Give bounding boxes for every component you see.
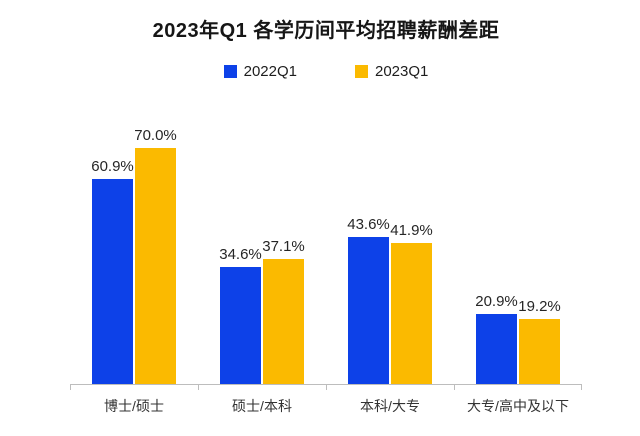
legend-label-2022q1: 2022Q1 — [243, 63, 297, 80]
x-axis-tick — [454, 384, 455, 390]
x-axis-label-group2: 硕士/本科 — [232, 398, 292, 414]
bar-2022q1-group2 — [220, 267, 261, 384]
bar-2023q1-group1 — [135, 148, 176, 384]
bar-2022q1-group3 — [348, 237, 389, 384]
bar-2022q1-group4 — [476, 314, 517, 384]
value-label-2022q1-group4: 20.9% — [475, 293, 518, 310]
x-axis-tick — [326, 384, 327, 390]
bar-2023q1-group3 — [391, 243, 432, 384]
value-label-2023q1-group2: 37.1% — [262, 238, 305, 255]
bar-2023q1-group2 — [263, 259, 304, 384]
legend-label-2023q1: 2023Q1 — [375, 63, 429, 80]
legend: 2022Q1 2023Q1 — [70, 63, 582, 80]
value-label-2023q1-group3: 41.9% — [390, 222, 433, 239]
legend-swatch-2023q1-icon — [355, 65, 368, 78]
x-axis-tick — [198, 384, 199, 390]
legend-item-2022q1: 2022Q1 — [223, 63, 297, 80]
chart-title: 2023年Q1 各学历间平均招聘薪酬差距 — [152, 20, 500, 42]
bar-2022q1-group1 — [92, 179, 133, 384]
bar-2023q1-group4 — [519, 319, 560, 384]
value-label-2023q1-group1: 70.0% — [134, 127, 177, 144]
x-axis-tick — [581, 384, 582, 390]
value-label-2022q1-group3: 43.6% — [347, 216, 390, 233]
x-axis-label-group3: 本科/大专 — [360, 398, 420, 414]
x-axis-label-group1: 博士/硕士 — [104, 398, 164, 414]
legend-item-2023q1: 2023Q1 — [355, 63, 428, 80]
x-axis-label-group4: 大专/高中及以下 — [467, 398, 569, 414]
value-label-2023q1-group4: 19.2% — [518, 298, 561, 315]
value-label-2022q1-group1: 60.9% — [91, 158, 134, 175]
x-axis-tick — [70, 384, 71, 390]
legend-swatch-2022q1-icon — [223, 65, 237, 78]
plot-area: 60.9% 70.0% 博士/硕士 34.6% 37.1% 硕士/本科 43.6% 41.9%… — [70, 100, 582, 414]
value-label-2022q1-group2: 34.6% — [219, 246, 262, 263]
